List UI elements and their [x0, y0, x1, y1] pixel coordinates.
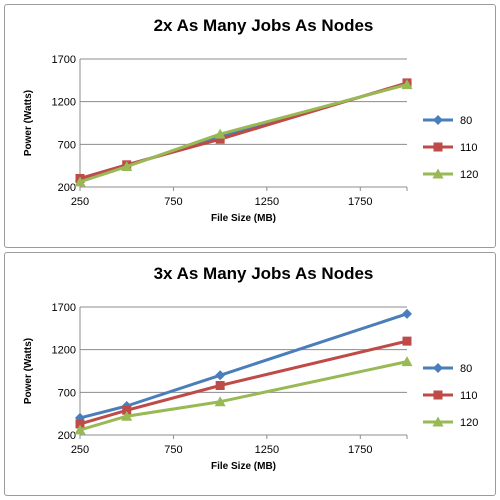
- x-tick-label-750: 750: [164, 444, 182, 456]
- data-point-120-1000: [214, 396, 226, 407]
- legend-marker-120: [432, 168, 444, 179]
- legend-label-120: 120: [460, 169, 478, 181]
- legend-marker-80: [433, 363, 443, 373]
- data-point-110-1000: [215, 381, 225, 391]
- data-point-80-2000: [402, 308, 412, 319]
- y-axis-label: Power (Watts): [23, 90, 34, 156]
- series-120: [74, 79, 413, 187]
- chart-panel-2x: 2x As Many Jobs As Nodes 200 700 1200 1700 25…: [4, 4, 496, 248]
- chart-2x: 2x As Many Jobs As Nodes 200 700 1200 1700 25…: [23, 16, 478, 224]
- series-110: [75, 336, 412, 429]
- y-tick-label-1200: 1200: [52, 97, 76, 109]
- chart-3x: 3x As Many Jobs As Nodes 200 700 1200 1700 25…: [23, 264, 478, 472]
- chart-title: 3x As Many Jobs As Nodes: [154, 264, 374, 283]
- data-point-110-2000: [402, 336, 412, 346]
- data-point-120-250: [74, 176, 86, 187]
- legend-label-80: 80: [460, 363, 472, 375]
- x-axis-label: File Size (MB): [211, 213, 276, 224]
- data-point-120-2000: [401, 356, 413, 367]
- x-tick-label-750: 750: [164, 196, 182, 208]
- x-tick-label-250: 250: [71, 196, 89, 208]
- series-120: [74, 356, 413, 435]
- data-point-120-2000: [401, 79, 413, 90]
- x-tick-label-1250: 1250: [255, 444, 279, 456]
- legend: 80 110 120: [423, 115, 478, 181]
- legend-marker-110: [433, 142, 443, 152]
- data-point-110-1000: [215, 134, 225, 144]
- series-line-120: [79, 360, 408, 432]
- x-tick-label-1750: 1750: [348, 196, 372, 208]
- y-axis-label: Power (Watts): [23, 338, 34, 404]
- series-line-120: [79, 83, 408, 184]
- series-line-110: [79, 81, 408, 180]
- y-tick-label-200: 200: [58, 430, 76, 442]
- x-tick-label-1250: 1250: [255, 196, 279, 208]
- y-tick-label-1700: 1700: [52, 302, 76, 314]
- legend-label-80: 80: [460, 115, 472, 127]
- legend-label-110: 110: [460, 390, 478, 402]
- series-line-110: [79, 339, 408, 426]
- x-tick-label-250: 250: [71, 444, 89, 456]
- x-axis-label: File Size (MB): [211, 461, 276, 472]
- data-point-110-500: [122, 405, 132, 415]
- series-line-80: [79, 312, 408, 420]
- data-point-80-1000: [215, 370, 226, 381]
- legend-marker-110: [433, 390, 443, 400]
- chart-panel-3x: 3x As Many Jobs As Nodes 200 700 1200 1700 25…: [4, 252, 496, 496]
- y-tick-label-700: 700: [58, 387, 76, 399]
- y-tick-label-700: 700: [58, 139, 76, 151]
- legend: 80 110 120: [423, 363, 478, 429]
- legend-marker-120: [432, 416, 444, 427]
- legend-label-120: 120: [460, 417, 478, 429]
- data-point-120-1000: [214, 128, 226, 139]
- x-tick-label-1750: 1750: [348, 444, 372, 456]
- legend-marker-80: [433, 115, 443, 125]
- data-point-120-500: [121, 410, 133, 421]
- data-point-120-250: [74, 424, 86, 435]
- data-point-110-250: [75, 419, 85, 429]
- y-tick-label-200: 200: [58, 182, 76, 194]
- legend-label-110: 110: [460, 142, 478, 154]
- y-tick-label-1700: 1700: [52, 54, 76, 66]
- y-tick-label-1200: 1200: [52, 345, 76, 357]
- chart-title: 2x As Many Jobs As Nodes: [154, 16, 374, 35]
- data-point-120-500: [121, 161, 133, 172]
- data-point-80-250: [75, 412, 85, 423]
